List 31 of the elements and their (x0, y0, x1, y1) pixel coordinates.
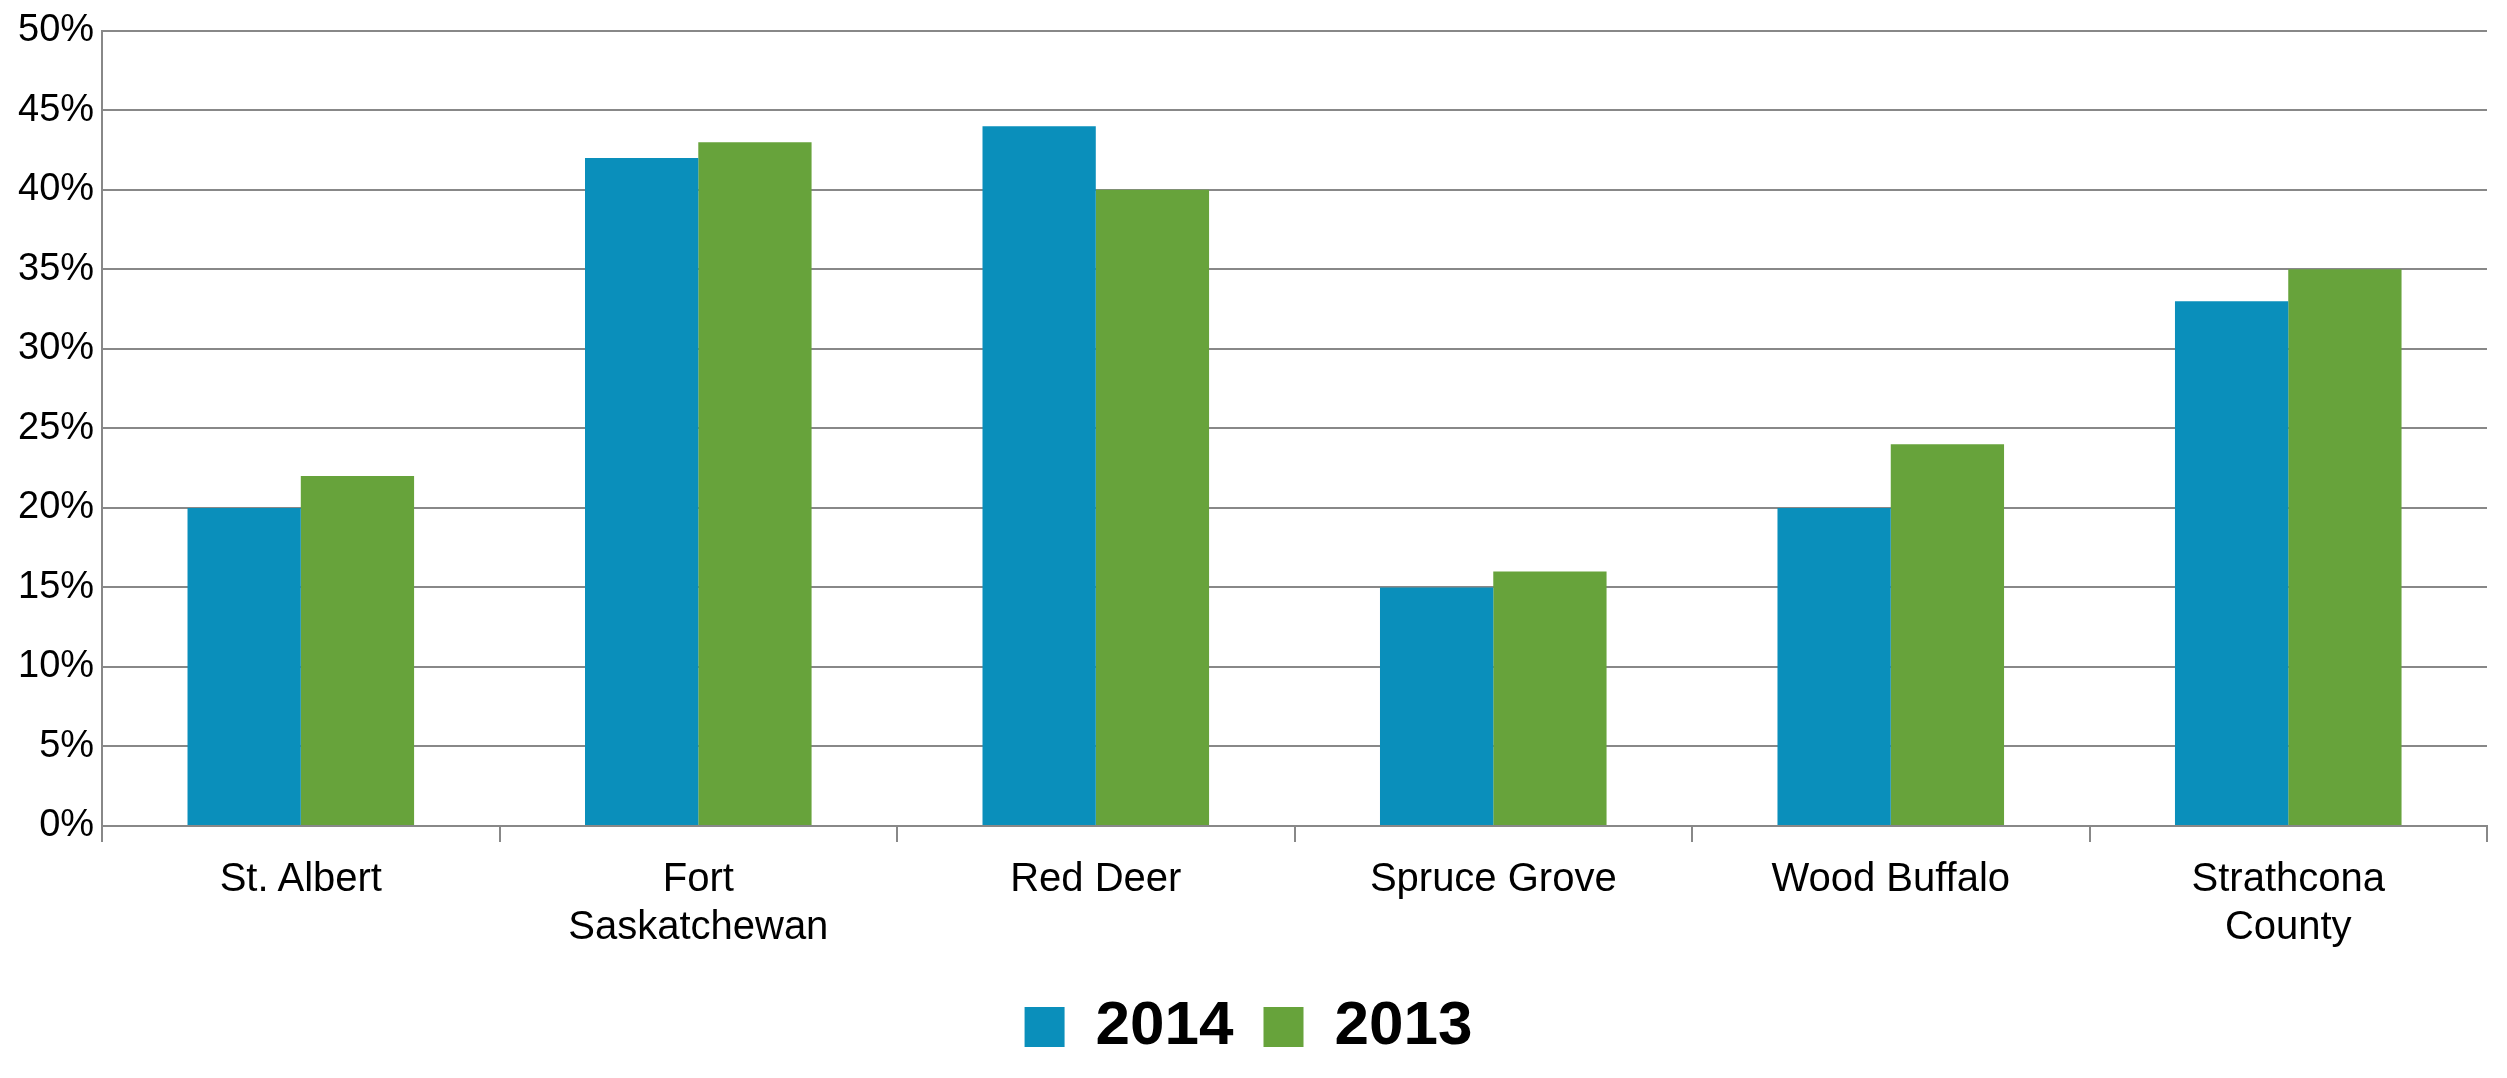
x-tick-label: Spruce Grove (1369, 855, 1617, 900)
bar (1777, 507, 1891, 825)
bar (982, 126, 1096, 825)
bar (698, 142, 812, 825)
y-tick-label: 50% (17, 7, 95, 50)
bar (300, 476, 415, 825)
y-tick-label: 45% (17, 86, 95, 129)
x-tick-label: Strathcona County (2191, 855, 2386, 948)
x-tick-label: Wood Buffalo (1771, 855, 2011, 900)
legend-label: 2014 (1095, 988, 1235, 1058)
x-tick-label: St. Albert (219, 855, 382, 900)
bar (2174, 301, 2289, 825)
bar (1379, 587, 1494, 825)
y-tick-label: 10% (17, 643, 95, 686)
bar (585, 158, 699, 825)
bar (2288, 269, 2402, 825)
bar (1095, 189, 1210, 825)
y-tick-label: 0% (39, 802, 95, 845)
y-tick-label: 30% (17, 325, 95, 368)
x-tick-label: Fort Saskatchewan (568, 855, 829, 948)
y-tick-label: 20% (17, 484, 95, 527)
y-tick-label: 35% (17, 245, 95, 288)
bar (1890, 444, 2005, 825)
x-tick-label: Red Deer (1010, 855, 1182, 900)
bar (1493, 571, 1607, 825)
legend-label: 2013 (1334, 988, 1473, 1058)
y-tick-label: 40% (17, 166, 95, 209)
y-tick-label: 25% (17, 404, 95, 447)
bar (187, 507, 301, 825)
y-tick-label: 15% (17, 563, 95, 606)
y-tick-label: 5% (39, 722, 95, 765)
